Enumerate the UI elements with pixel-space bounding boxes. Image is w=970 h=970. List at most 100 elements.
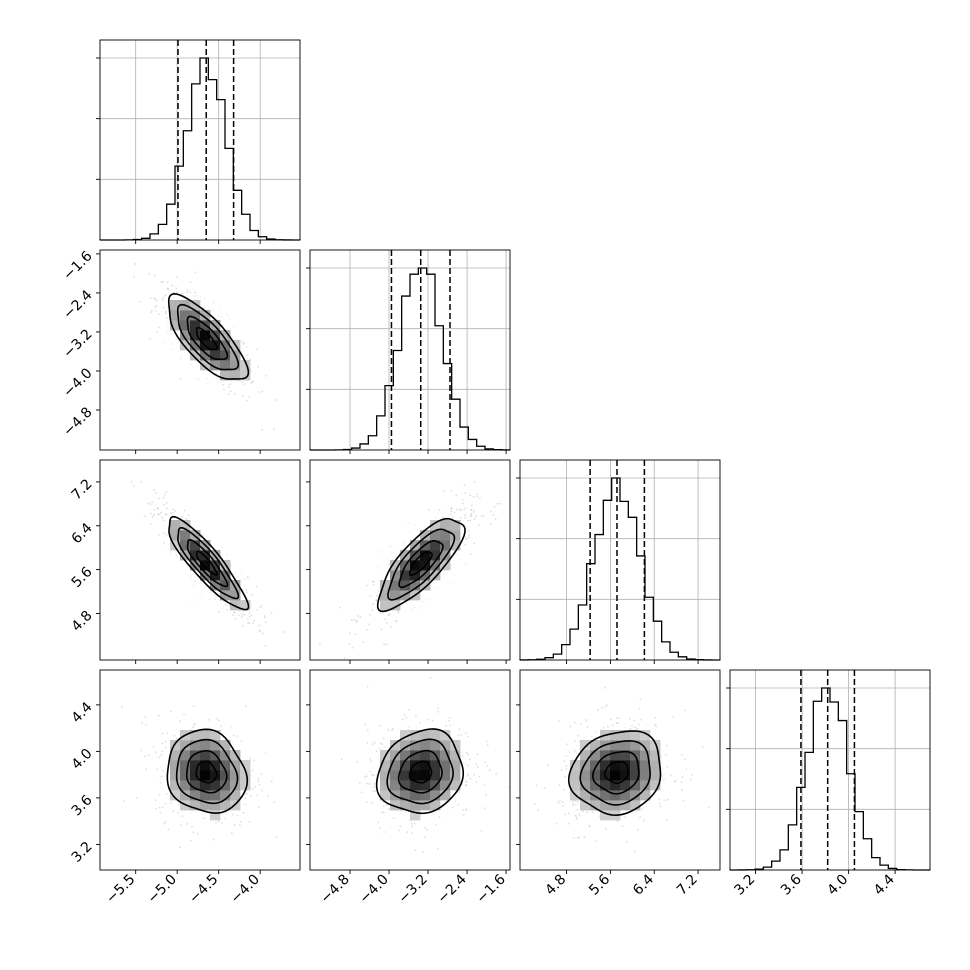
scatter-point [229,725,232,728]
scatter-point [356,615,359,617]
density-cell [440,730,451,741]
scatter-point [472,495,475,498]
scatter-point [410,822,413,825]
scatter-point [595,730,598,733]
scatter-point [158,756,161,759]
scatter-point [251,381,254,384]
scatter-point [473,510,475,513]
scatter-point [164,746,167,749]
scatter-point [486,764,489,767]
scatter-point [574,803,577,806]
scatter-point [222,383,225,386]
scatter-point [366,741,369,744]
scatter-point [456,553,459,556]
scatter-point [423,528,425,531]
scatter-point [245,591,248,594]
scatter-point [161,732,164,735]
scatter-point [179,358,182,361]
scatter-point [447,807,450,810]
scatter-point [159,781,162,784]
scatter-point [571,804,574,807]
scatter-point [387,565,390,568]
scatter-point [368,782,371,785]
density-cell [220,330,231,341]
density-cell [570,760,581,771]
density-cell [180,310,191,321]
scatter-point [162,296,164,299]
scatter-point [154,310,157,312]
scatter-point [406,831,408,834]
scatter-point [172,508,174,511]
contour-line [567,730,662,816]
scatter-point [450,507,453,510]
density-cell [610,760,621,771]
x-tick-label: 4.0 [824,872,851,899]
scatter-point [370,801,373,804]
density-cell [210,340,221,351]
scatter-point [249,795,252,797]
scatter-point [438,509,441,511]
scatter-point [236,814,239,817]
scatter-point [221,813,224,816]
scatter-point [149,512,152,515]
panel-frame [99,459,301,661]
density-cell [190,300,201,311]
scatter-point [144,723,147,726]
scatter-point [690,778,692,781]
scatter-point [388,563,390,566]
scatter-point [168,330,171,332]
density-cell [220,770,231,781]
scatter-point [577,734,580,737]
density-cell [420,760,431,771]
scatter-point [573,740,576,743]
scatter-point [225,313,228,316]
scatter-point [461,755,464,758]
density-cell [420,770,431,781]
density-cell [610,730,621,741]
scatter-point [204,816,207,819]
scatter-point [169,551,172,554]
scatter-panel-p0-p2 [99,459,301,661]
scatter-point [451,806,454,809]
scatter-point [385,804,388,807]
scatter-point [442,490,445,493]
scatter-point [666,766,669,768]
scatter-point [251,787,254,790]
scatter-point [170,710,173,713]
scatter-point [462,813,465,816]
scatter-point [251,593,254,596]
scatter-point [247,622,250,625]
scatter-point [424,826,427,829]
scatter-point [351,646,354,649]
scatter-point [139,301,142,303]
scatter-point [242,624,245,627]
density-cell [390,770,401,781]
scatter-point [158,313,161,316]
density-cell [620,790,631,801]
density-cell [390,560,401,571]
scatter-point [455,494,458,497]
scatter-point [563,789,566,791]
scatter-point [558,799,561,802]
scatter-point [410,832,413,835]
density-cell [210,790,221,801]
scatter-point [166,507,168,510]
scatter-point [399,810,402,813]
scatter-point [685,768,688,771]
scatter-point [466,519,469,522]
scatter-point [191,602,193,605]
scatter-point [499,502,502,505]
contour-line [195,326,218,351]
scatter-point [609,718,612,721]
scatter-point [164,764,167,767]
density-cell [220,340,231,351]
scatter-point [167,288,169,290]
scatter-point [386,621,388,624]
scatter-point [256,348,258,351]
scatter-point [629,727,632,730]
density-cell [180,780,191,791]
scatter-point [263,615,266,618]
scatter-point [156,507,159,510]
scatter-point [362,641,365,644]
density-cell [190,770,201,781]
